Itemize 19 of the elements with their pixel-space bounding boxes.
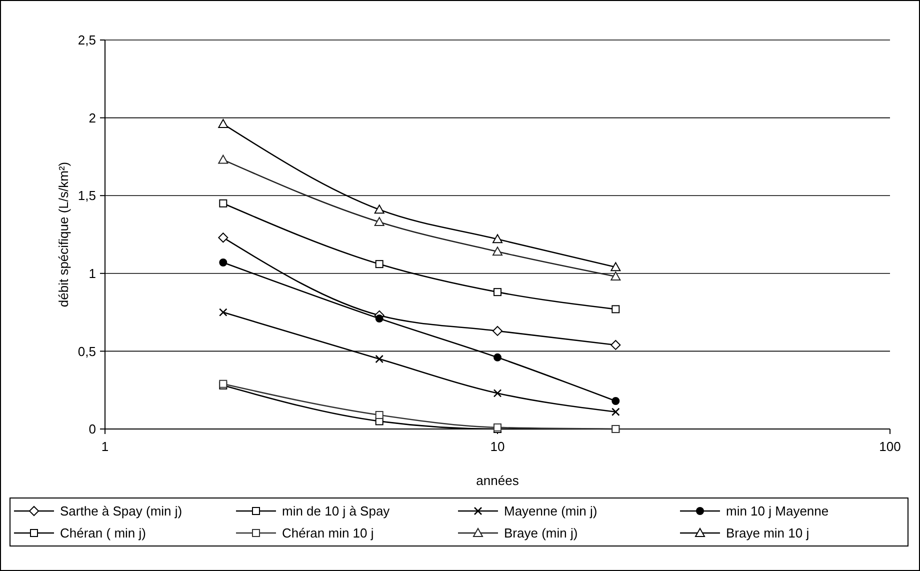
y-tick-label: 1 (88, 266, 96, 281)
y-tick-label: 2,5 (78, 32, 96, 48)
x-axis-title: années (476, 473, 520, 488)
y-axis-title: débit spécifique (L/s/km²) (56, 162, 71, 308)
legend-label: Chéran min 10 j (282, 526, 374, 541)
y-tick-label: 0 (88, 422, 96, 437)
legend-label: min de 10 j à Spay (282, 504, 390, 519)
legend-label: Chéran ( min j) (60, 526, 146, 541)
x-tick-label: 1 (101, 439, 109, 454)
legend-label: min 10 j Mayenne (726, 504, 829, 519)
x-tick-label: 100 (879, 439, 901, 454)
x-tick-label: 10 (490, 439, 505, 454)
legend-label: Sarthe à Spay (min j) (60, 504, 182, 519)
legend-label: Braye (min j) (504, 526, 578, 541)
y-tick-label: 2 (88, 110, 96, 126)
legend-label: Mayenne (min j) (504, 504, 598, 519)
legend-label: Braye min 10 j (726, 526, 810, 541)
y-tick-label: 1,5 (78, 188, 96, 204)
y-tick-label: 0,5 (78, 344, 96, 359)
